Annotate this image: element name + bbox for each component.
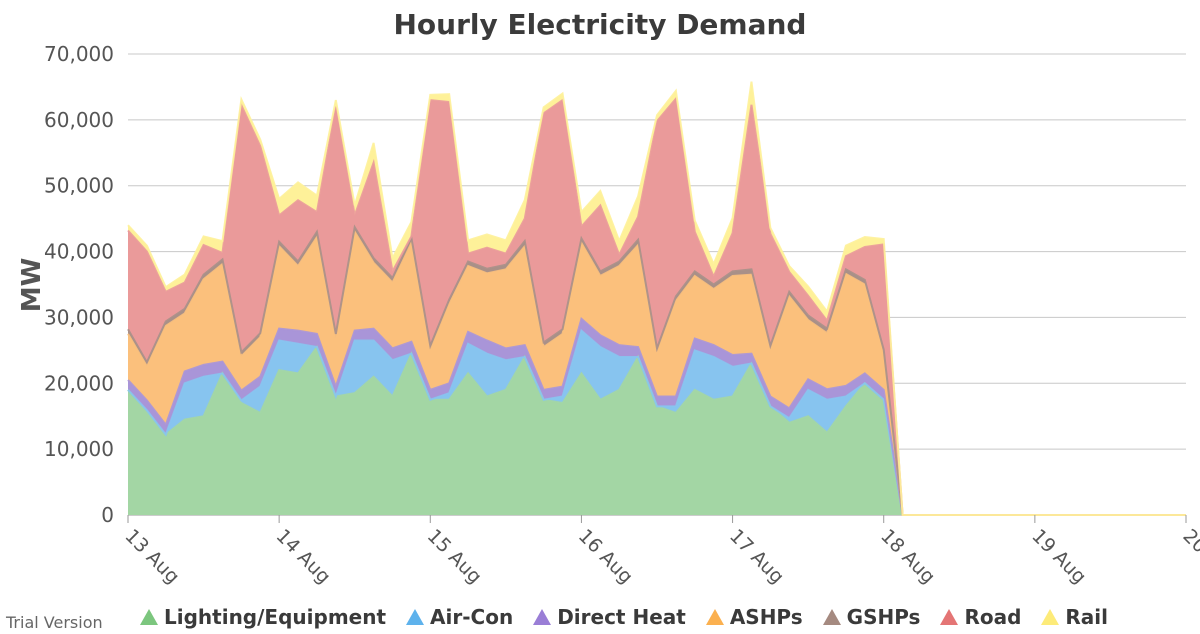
legend-label: Lighting/Equipment xyxy=(164,605,387,629)
area-ashps[interactable] xyxy=(128,231,1186,516)
triangle-icon xyxy=(406,609,425,625)
y-tick-label: 40,000 xyxy=(44,240,114,264)
legend-label: Air-Con xyxy=(430,605,514,629)
area-road[interactable] xyxy=(128,98,1186,515)
x-tick-label: 13 Aug xyxy=(120,525,183,588)
y-tick-label: 60,000 xyxy=(44,108,114,132)
legend-label: Rail xyxy=(1065,605,1108,629)
chart-title: Hourly Electricity Demand xyxy=(393,8,807,41)
x-tick-label: 17 Aug xyxy=(725,525,788,588)
x-tick-label: 16 Aug xyxy=(574,525,637,588)
legend-item-lighting-equipment[interactable]: Lighting/Equipment xyxy=(140,605,386,629)
legend-item-direct-heat[interactable]: Direct Heat xyxy=(533,605,686,629)
x-tick-label: 15 Aug xyxy=(423,525,486,588)
area-air-con[interactable] xyxy=(128,330,1186,515)
legend-label: Direct Heat xyxy=(557,605,686,629)
triangle-icon xyxy=(140,609,158,625)
y-tick-label: 10,000 xyxy=(44,437,114,461)
x-tick-label: 20 Aug xyxy=(1178,525,1200,588)
y-tick-label: 20,000 xyxy=(44,371,114,395)
legend-item-road[interactable]: Road xyxy=(940,605,1021,629)
legend-item-air-con[interactable]: Air-Con xyxy=(406,605,513,629)
trial-version-label: Trial Version xyxy=(6,613,103,632)
stacked-areas xyxy=(127,81,1186,516)
y-tick-label: 50,000 xyxy=(44,174,114,198)
x-tick-label: 14 Aug xyxy=(272,525,335,588)
triangle-icon xyxy=(533,609,552,625)
legend-label: Road xyxy=(964,605,1022,629)
legend-label: GSHPs xyxy=(846,605,921,629)
x-tick-label: 18 Aug xyxy=(876,525,939,588)
legend-item-gshps[interactable]: GSHPs xyxy=(822,605,921,629)
area-lighting-equipment[interactable] xyxy=(128,347,1186,515)
triangle-icon xyxy=(705,609,724,625)
y-tick-label: 70,000 xyxy=(44,42,114,66)
legend-label: ASHPs xyxy=(729,605,803,629)
y-tick-label: 30,000 xyxy=(44,305,114,329)
y-tick-label: 0 xyxy=(101,503,114,527)
triangle-icon xyxy=(822,609,841,625)
legend: Lighting/Equipment Air-Con Direct Heat ASHP… xyxy=(140,605,1108,629)
series-line-rail xyxy=(127,81,1186,516)
x-tick-label: 19 Aug xyxy=(1027,525,1090,588)
axes xyxy=(127,515,1187,523)
legend-item-rail[interactable]: Rail xyxy=(1041,605,1108,629)
legend-item-ashps[interactable]: ASHPs xyxy=(705,605,803,629)
triangle-icon xyxy=(940,609,959,625)
y-axis-label: MW xyxy=(17,258,47,313)
triangle-icon xyxy=(1041,609,1060,625)
